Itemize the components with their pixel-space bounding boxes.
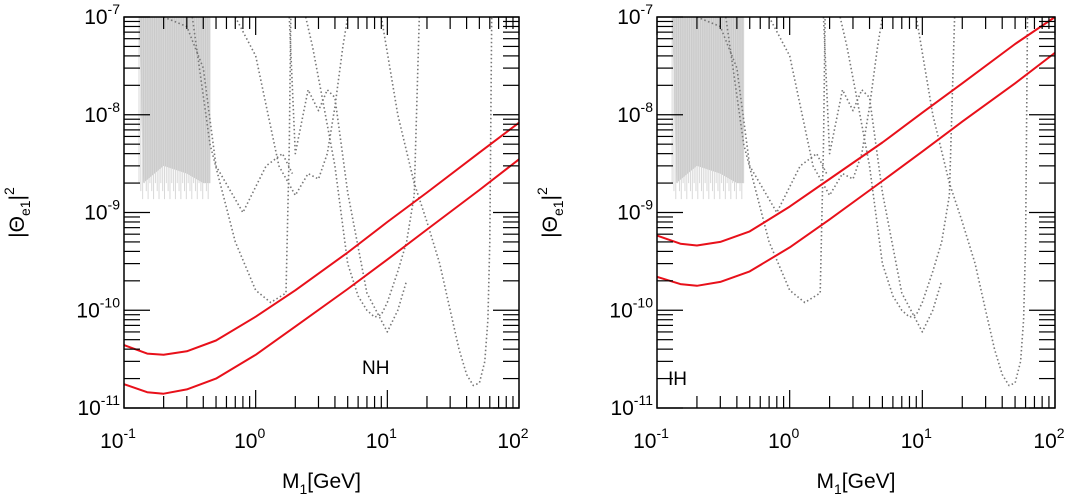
chart-panel-ih: 10-1 100 101 10210-1110-1010-910-810-7M1[Ge… (534, 1, 1065, 497)
tick-base: 10 (100, 430, 123, 453)
chart-panel-nh: 10-1 100 101 10210-1110-1010-910-810-7M1[Ge… (1, 1, 529, 497)
tick-exponent: -9 (108, 197, 121, 213)
y-tick-label: 10-11 (77, 392, 120, 420)
tick-base: 10 (617, 6, 640, 29)
tick-base: 10 (234, 430, 257, 453)
tick-base: 10 (609, 299, 632, 322)
tick-exponent: 1 (389, 425, 397, 441)
x-axis-sub: 1 (834, 481, 842, 497)
tick-base: 10 (617, 202, 640, 225)
tick-marks (656, 16, 1056, 409)
constraint-curve-5 (304, 17, 421, 318)
plot-area (657, 17, 1055, 387)
y-tick-label: 10-10 (76, 294, 120, 322)
constraint-curve-1 (191, 17, 292, 304)
y-axis-sub: e1 (550, 200, 566, 216)
x-tick-label: 100 (768, 425, 799, 453)
tick-exponent: 0 (791, 425, 799, 441)
band-upper-line (657, 17, 1055, 247)
y-tick-label: 10-9 (84, 197, 120, 225)
x-tick-label: 101 (901, 425, 932, 453)
y-axis-sub: e1 (17, 200, 33, 216)
tick-exponent: -7 (641, 1, 654, 17)
tick-base: 10 (497, 430, 520, 453)
tick-exponent: -8 (108, 99, 121, 115)
band-lower-line (657, 52, 1055, 287)
y-axis-title: |Θe1|2 (534, 187, 566, 238)
constraint-curve-4 (288, 17, 408, 333)
x-tick-label: 102 (497, 425, 528, 453)
x-axis-title: M1[GeV] (282, 470, 361, 497)
y-axis-main: |Θ (6, 216, 29, 238)
y-tick-label: 10-7 (84, 1, 120, 29)
tick-base: 10 (617, 104, 640, 127)
tick-exponent: -8 (641, 99, 654, 115)
y-tick-label: 10-8 (84, 99, 120, 127)
tick-base: 10 (84, 202, 107, 225)
y-axis-main: |Θ (539, 216, 562, 238)
x-tick-label: 10-1 (100, 425, 136, 453)
tick-base: 10 (366, 430, 389, 453)
constraint-curve-5 (839, 17, 956, 318)
x-axis-main: M (817, 470, 835, 493)
constraint-curve-2 (696, 17, 828, 214)
constraint-curve-6 (380, 17, 493, 387)
x-tick-label: 102 (1033, 425, 1064, 453)
x-tick-label: 100 (234, 425, 265, 453)
x-axis-unit: [GeV] (842, 470, 896, 493)
tick-exponent: -1 (123, 425, 136, 441)
tick-exponent: -10 (633, 294, 653, 310)
tick-base: 10 (768, 430, 791, 453)
tick-exponent: 2 (1057, 425, 1065, 441)
tick-base: 10 (76, 299, 99, 322)
y-tick-label: 10-10 (609, 294, 653, 322)
x-axis-unit: [GeV] (307, 470, 361, 493)
tick-base: 10 (901, 430, 924, 453)
tick-base: 10 (77, 397, 100, 420)
tick-base: 10 (610, 397, 633, 420)
tick-exponent: -7 (108, 1, 121, 17)
tick-exponent: -11 (101, 392, 120, 408)
x-tick-label: 101 (366, 425, 397, 453)
tick-base: 10 (633, 430, 656, 453)
tick-exponent: -9 (641, 197, 654, 213)
tick-marks (123, 16, 520, 409)
constraint-curve-3 (234, 17, 349, 197)
band-lower-line (124, 158, 519, 395)
constraint-curve-3 (768, 17, 884, 197)
y-axis-title: |Θe1|2 (1, 187, 33, 238)
x-axis-sub: 1 (300, 481, 308, 497)
constraint-curve-4 (822, 17, 943, 333)
plot-area (124, 17, 519, 395)
x-tick-label: 10-1 (633, 425, 669, 453)
y-axis-close: | (6, 195, 29, 200)
band-upper-line (124, 121, 519, 356)
y-tick-label: 10-9 (617, 197, 653, 225)
tick-base: 10 (84, 6, 107, 29)
y-axis-close: | (539, 195, 562, 200)
constraint-curve-6 (915, 17, 1029, 387)
panel-label: IH (668, 369, 687, 390)
tick-exponent: 0 (257, 425, 265, 441)
x-axis-title: M1[GeV] (817, 470, 896, 497)
constraint-curve-1 (725, 17, 826, 304)
y-tick-label: 10-8 (617, 99, 653, 127)
panel-label: NH (362, 358, 389, 379)
y-axis-sup: 2 (1, 187, 17, 195)
tick-exponent: -1 (656, 425, 669, 441)
y-axis-sup: 2 (534, 187, 550, 195)
constraint-curve-2 (163, 17, 294, 214)
y-tick-label: 10-7 (617, 1, 653, 29)
y-tick-label: 10-11 (610, 392, 653, 420)
tick-base: 10 (1033, 430, 1056, 453)
tick-exponent: -10 (100, 294, 120, 310)
tick-exponent: 1 (924, 425, 932, 441)
tick-base: 10 (84, 104, 107, 127)
tick-exponent: -11 (634, 392, 653, 408)
tick-exponent: 2 (521, 425, 529, 441)
x-axis-main: M (282, 470, 300, 493)
